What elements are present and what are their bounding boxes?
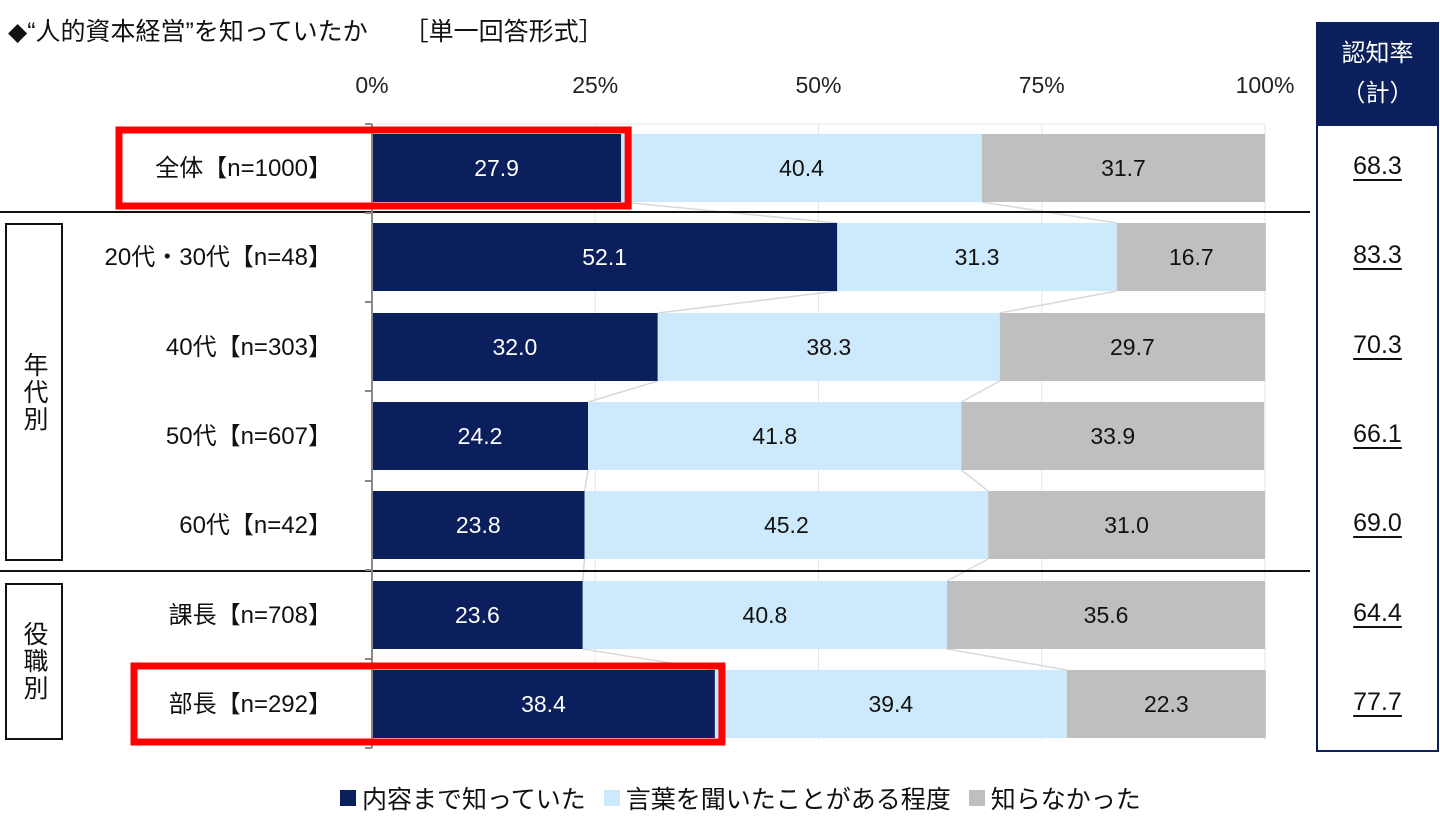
rate-value: 64.4 xyxy=(1353,599,1402,627)
data-label: 16.7 xyxy=(1169,244,1214,270)
group-label-age: 年代別 xyxy=(5,223,63,561)
data-label: 38.4 xyxy=(521,691,566,717)
bar-segment xyxy=(582,581,948,649)
bar-segment xyxy=(657,313,1000,381)
rate-value: 69.0 xyxy=(1353,509,1402,537)
bars: 27.9 40.4 31.7 52.1 31.3 16.7 32.0 38.3 29.7 24.2… xyxy=(372,134,1266,738)
x-tick-label: 50% xyxy=(795,72,841,98)
data-label: 52.1 xyxy=(582,244,627,270)
bar-segment xyxy=(621,134,982,202)
chart-title: ◆“人的資本経営”を知っていたか ［単一回答形式］ xyxy=(8,12,604,48)
x-axis-ticks: 0% 25% 50% 75% 100% xyxy=(355,72,1294,98)
rate-value: 83.3 xyxy=(1353,241,1402,269)
category-label: 40代【n=303】 xyxy=(166,334,332,361)
rate-value: 66.1 xyxy=(1353,420,1402,448)
x-tick-label: 100% xyxy=(1236,72,1295,98)
rate-value: 77.7 xyxy=(1353,688,1402,716)
stacked-bar-chart: 0% 25% 50% 75% 100% 27.9 40.4 31.7 52.1 31.3 16.7… xyxy=(0,72,1310,749)
bar-segment xyxy=(961,402,1265,470)
data-label: 33.9 xyxy=(1090,423,1135,449)
data-label: 29.7 xyxy=(1110,334,1155,360)
data-label: 23.6 xyxy=(455,602,500,628)
legend-item: 内容まで知っていた xyxy=(340,780,586,816)
bar-segment xyxy=(999,313,1265,381)
bar-segment xyxy=(372,223,838,291)
data-label: 41.8 xyxy=(752,423,797,449)
category-label: 60代【n=42】 xyxy=(179,512,332,539)
series-connector xyxy=(960,469,989,492)
x-tick-label: 0% xyxy=(355,72,388,98)
data-label: 23.8 xyxy=(456,512,501,538)
legend-label: 言葉を聞いたことがある程度 xyxy=(625,786,951,814)
series-connector xyxy=(961,380,1001,403)
bar-segment xyxy=(372,670,715,738)
rate-value: 70.3 xyxy=(1353,331,1402,359)
bar-segment xyxy=(372,402,589,470)
highlight-box xyxy=(130,662,726,746)
x-tick-label: 25% xyxy=(572,72,618,98)
data-label: 45.2 xyxy=(764,512,809,538)
y-axis xyxy=(365,123,373,749)
bar-segment xyxy=(837,223,1117,291)
bar-segment xyxy=(947,581,1265,649)
category-label: 部長【n=292】 xyxy=(169,691,332,718)
bar-segment xyxy=(981,134,1265,202)
group-dividers xyxy=(0,211,1310,572)
highlight-boxes xyxy=(115,126,726,746)
bar-segment xyxy=(372,491,585,559)
data-label: 27.9 xyxy=(474,155,519,181)
series-connector xyxy=(587,380,658,403)
data-label: 32.0 xyxy=(492,334,537,360)
series-connector xyxy=(946,648,1067,671)
legend-label: 内容まで知っていた xyxy=(362,786,586,814)
bar-segment xyxy=(372,313,658,381)
category-label: 50代【n=607】 xyxy=(166,423,332,450)
series-connector xyxy=(657,290,838,314)
row-labels: 全体【n=1000】 20代・30代【n=48】 40代【n=303】 50代【n=6… xyxy=(105,155,332,718)
bar-segment xyxy=(584,491,989,559)
x-tick-label: 75% xyxy=(1019,72,1065,98)
rate-header-line1: 認知率 xyxy=(1341,40,1414,67)
data-label: 31.7 xyxy=(1101,155,1146,181)
data-label: 31.0 xyxy=(1104,512,1149,538)
title-format: ［単一回答形式］ xyxy=(403,18,604,46)
legend-swatch xyxy=(603,790,620,806)
legend: 内容まで知っていた 言葉を聞いたことがある程度 知らなかった xyxy=(340,780,1141,816)
data-label: 40.8 xyxy=(743,602,788,628)
series-connector xyxy=(583,469,589,492)
category-label: 20代・30代【n=48】 xyxy=(105,244,332,271)
legend-item: 言葉を聞いたことがある程度 xyxy=(603,780,951,816)
category-label: 全体【n=1000】 xyxy=(155,155,332,182)
legend-item: 知らなかった xyxy=(968,780,1141,816)
rate-value: 68.3 xyxy=(1353,152,1402,180)
bar-segment xyxy=(988,491,1265,559)
legend-swatch xyxy=(968,790,985,806)
category-label: 課長【n=708】 xyxy=(169,602,332,629)
highlight-box xyxy=(115,126,632,210)
group-label-text: 年代別 xyxy=(20,351,48,433)
bar-segment xyxy=(372,134,622,202)
title-main: ◆“人的資本経営”を知っていたか xyxy=(8,18,368,46)
bar-segment xyxy=(372,581,583,649)
data-label: 40.4 xyxy=(779,155,824,181)
series-connector xyxy=(999,290,1117,314)
group-label-position: 役職別 xyxy=(5,583,63,740)
data-label: 31.3 xyxy=(955,244,1000,270)
bar-segment xyxy=(1066,670,1266,738)
bar-segment xyxy=(714,670,1067,738)
data-label: 39.4 xyxy=(868,691,913,717)
legend-label: 知らなかった xyxy=(990,786,1141,814)
rate-header-line2: （計） xyxy=(1341,80,1414,107)
data-label: 24.2 xyxy=(458,423,503,449)
data-label: 38.3 xyxy=(806,334,851,360)
data-label: 22.3 xyxy=(1144,691,1189,717)
rate-column-header: 認知率 （計） xyxy=(1316,22,1439,126)
bar-segment xyxy=(588,402,962,470)
group-label-text: 役職別 xyxy=(20,621,48,702)
rate-column-box xyxy=(1316,126,1439,752)
legend-swatch xyxy=(340,790,356,806)
bar-segment xyxy=(1116,223,1266,291)
data-label: 35.6 xyxy=(1084,602,1129,628)
